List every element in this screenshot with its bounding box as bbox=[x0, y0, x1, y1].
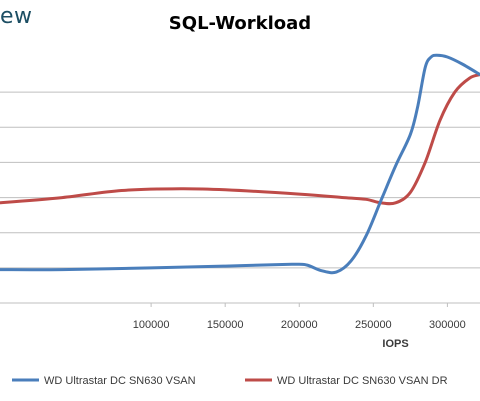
grid-lines bbox=[0, 91, 480, 269]
series-layer bbox=[0, 53, 480, 275]
series-line-vsan-dr bbox=[0, 73, 480, 206]
x-tick-label: 150000 bbox=[207, 319, 244, 331]
x-tick-label: 300000 bbox=[429, 319, 466, 331]
legend-label: WD Ultrastar DC SN630 VSAN DR bbox=[277, 375, 448, 387]
legend-item-vsan: WD Ultrastar DC SN630 VSAN bbox=[12, 375, 196, 387]
legend-item-vsan-dr: WD Ultrastar DC SN630 VSAN DR bbox=[245, 375, 448, 387]
legend: WD Ultrastar DC SN630 VSAN WD Ultrastar D… bbox=[12, 375, 448, 387]
watermark-logo-text: ew bbox=[0, 4, 33, 29]
x-tick-labels: 100000 150000 200000 250000 300000 bbox=[133, 303, 466, 331]
x-axis-title: IOPS bbox=[382, 338, 408, 350]
chart-title: SQL-Workload bbox=[168, 13, 312, 34]
x-tick-label: 100000 bbox=[133, 319, 170, 331]
x-tick-label: 250000 bbox=[355, 319, 392, 331]
legend-label: WD Ultrastar DC SN630 VSAN bbox=[44, 375, 196, 387]
series-line-vsan bbox=[0, 53, 480, 275]
x-tick-label: 200000 bbox=[281, 319, 318, 331]
